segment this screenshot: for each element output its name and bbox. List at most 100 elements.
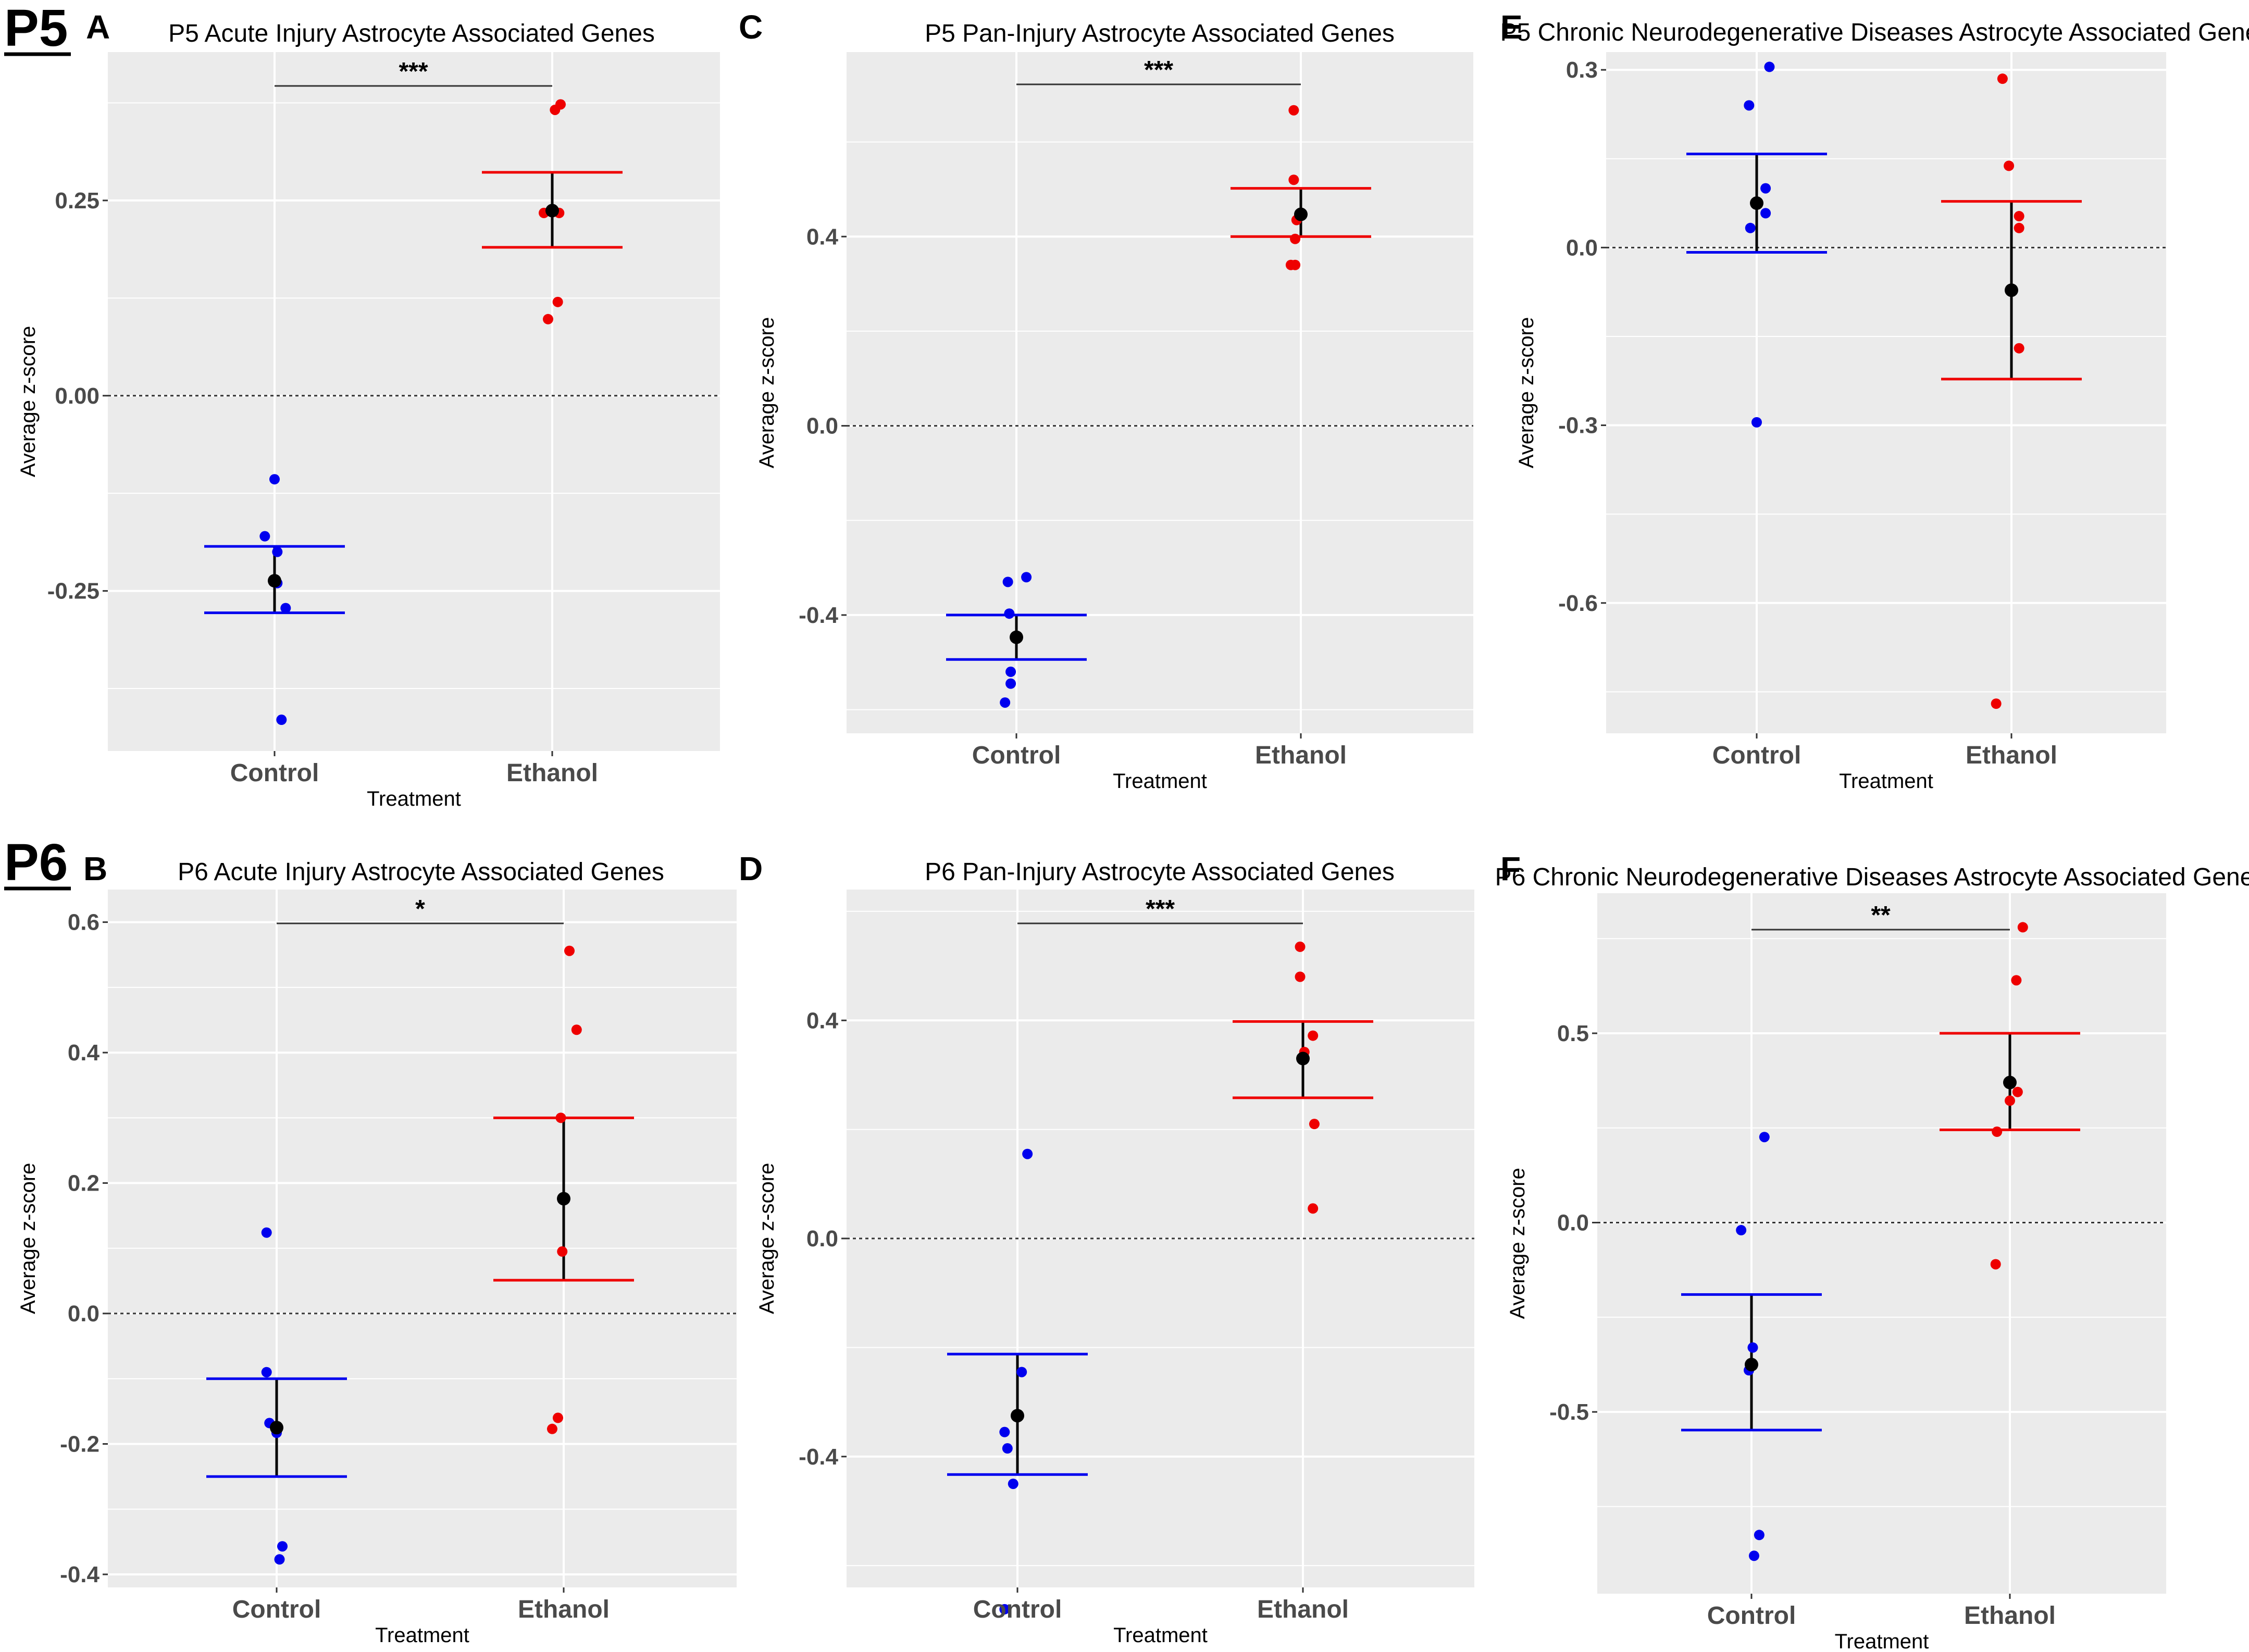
row-label-p5-text: P5 xyxy=(4,0,68,57)
series-control xyxy=(206,1227,347,1565)
data-point xyxy=(999,1426,1010,1437)
x-tick-label: Ethanol xyxy=(1964,1602,2056,1630)
plot-background xyxy=(847,52,1473,733)
data-point xyxy=(1747,1342,1758,1353)
chart-title: P5 Pan-Injury Astrocyte Associated Genes xyxy=(925,20,1395,47)
y-tick-label: 0.3 xyxy=(1566,57,1598,83)
data-point xyxy=(2017,922,2028,933)
mean-point xyxy=(1750,196,1763,210)
data-point xyxy=(2011,975,2022,986)
data-point xyxy=(1745,222,1756,233)
significance-label: *** xyxy=(1144,56,1173,84)
plot-background xyxy=(1597,893,2166,1594)
data-point xyxy=(1295,971,1306,982)
data-point xyxy=(1002,1443,1013,1454)
x-tick-label: Control xyxy=(973,1596,1062,1623)
data-point xyxy=(1759,1132,1770,1143)
y-tick-label: 0.25 xyxy=(55,188,100,214)
row-label-p6: P6 xyxy=(4,833,71,892)
chart-title: P6 Acute Injury Astrocyte Associated Gen… xyxy=(178,858,664,886)
series-control xyxy=(946,572,1087,708)
panel-D: -0.4 0.0 0.4 Control Ethanol *** P6 Pan-Injury… xyxy=(739,850,1474,1647)
data-point xyxy=(1000,697,1011,708)
data-point xyxy=(2014,211,2024,222)
mean-point xyxy=(557,1192,570,1206)
data-point xyxy=(1295,941,1306,952)
plot-background xyxy=(108,52,720,751)
data-point xyxy=(1744,100,1755,111)
y-tick-label: 0.5 xyxy=(1557,1021,1589,1046)
y-tick-label: -0.5 xyxy=(1549,1399,1589,1425)
data-point xyxy=(1736,1225,1747,1236)
x-tick-label: Ethanol xyxy=(518,1596,610,1623)
data-point xyxy=(2004,160,2015,171)
mean-point xyxy=(2005,283,2018,297)
panel-label: D xyxy=(739,850,763,887)
data-point xyxy=(546,1423,557,1434)
data-point xyxy=(2014,343,2024,354)
chart-title: P5 Acute Injury Astrocyte Associated Gen… xyxy=(168,20,655,47)
mean-point xyxy=(268,574,281,588)
series-ethanol xyxy=(482,99,623,324)
data-point xyxy=(555,1112,566,1123)
panel-B: -0.4 -0.2 0.0 0.2 0.4 0.6 Control Ethanol * P6 Ac… xyxy=(17,850,737,1647)
y-tick-label: 0.0 xyxy=(1557,1210,1589,1236)
x-tick-label: Ethanol xyxy=(1257,1596,1349,1623)
y-axis-title: Average z-score xyxy=(755,317,778,469)
panel-label: E xyxy=(1500,8,1523,46)
panel-label: A xyxy=(86,8,110,46)
y-tick-label: -0.3 xyxy=(1558,413,1598,439)
series-control xyxy=(947,1148,1088,1615)
data-point xyxy=(1748,1550,1759,1561)
mean-point xyxy=(1011,1409,1024,1423)
plot-background xyxy=(108,890,737,1587)
mean-point xyxy=(2003,1075,2017,1090)
x-tick-label: Ethanol xyxy=(1966,742,2057,769)
y-tick-label: -0.4 xyxy=(60,1562,100,1587)
data-point xyxy=(261,1227,272,1238)
mean-point xyxy=(1296,1052,1310,1066)
data-point xyxy=(1308,1203,1319,1214)
x-tick-label: Control xyxy=(232,1596,321,1623)
y-tick-label: 0.4 xyxy=(68,1040,100,1066)
series-control xyxy=(1686,61,1827,428)
data-point xyxy=(543,314,554,324)
y-tick-label: -0.4 xyxy=(799,1444,838,1470)
chart-title: P5 Chronic Neurodegenerative Diseases As… xyxy=(1500,19,2249,46)
significance-label: * xyxy=(415,895,425,923)
y-axis-title: Average z-score xyxy=(1515,317,1538,469)
y-tick-label: -0.2 xyxy=(60,1431,100,1457)
data-point xyxy=(557,1246,568,1257)
series-control xyxy=(1681,1132,1822,1561)
y-tick-label: 0.0 xyxy=(68,1301,100,1326)
data-point xyxy=(1751,417,1762,428)
x-tick-label: Ethanol xyxy=(1255,742,1347,769)
x-tick-label: Control xyxy=(1712,742,1801,769)
data-point xyxy=(280,603,291,614)
significance-label: *** xyxy=(1146,895,1175,923)
chart-title: P6 Chronic Neurodegenerative Diseases As… xyxy=(1495,863,2249,891)
x-tick-label: Control xyxy=(1707,1602,1796,1630)
data-point xyxy=(1991,698,2002,709)
mean-point xyxy=(1745,1358,1758,1372)
data-point xyxy=(272,546,283,557)
data-point xyxy=(1004,608,1015,619)
series-ethanol xyxy=(493,945,634,1434)
mean-point xyxy=(270,1421,283,1435)
chart-title: P6 Pan-Injury Astrocyte Associated Genes xyxy=(925,858,1395,886)
y-axis-title: Average z-score xyxy=(755,1163,778,1315)
data-point xyxy=(1992,1127,2003,1137)
series-ethanol xyxy=(1231,105,1371,270)
mean-point xyxy=(1294,207,1308,221)
panel-label: C xyxy=(739,8,763,46)
data-point xyxy=(552,296,563,307)
y-axis-title: Average z-score xyxy=(17,326,40,478)
data-point xyxy=(1022,1148,1033,1159)
x-tick-label: Ethanol xyxy=(506,759,598,787)
data-point xyxy=(2012,1086,2023,1097)
data-point xyxy=(276,715,287,725)
mean-point xyxy=(545,204,559,218)
x-axis-title: Treatment xyxy=(375,1624,469,1647)
x-tick-label: Control xyxy=(972,742,1061,769)
